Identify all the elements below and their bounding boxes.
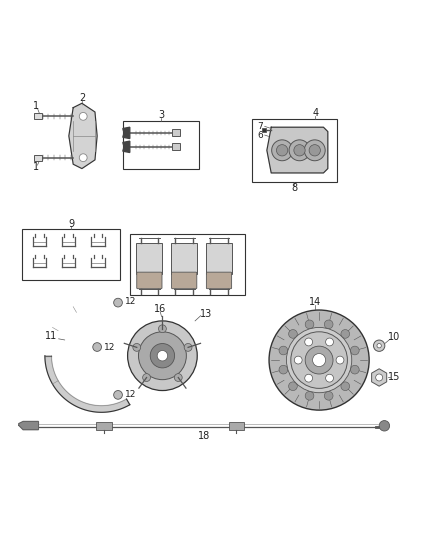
- Text: 18: 18: [198, 431, 210, 441]
- Circle shape: [289, 329, 297, 338]
- FancyBboxPatch shape: [172, 272, 197, 289]
- Polygon shape: [69, 103, 97, 168]
- Circle shape: [309, 144, 321, 156]
- Circle shape: [294, 144, 305, 156]
- Circle shape: [379, 421, 390, 431]
- Text: 1: 1: [33, 162, 39, 172]
- Bar: [206, 243, 232, 274]
- Circle shape: [272, 140, 293, 161]
- Circle shape: [279, 346, 288, 355]
- Circle shape: [376, 374, 383, 381]
- Circle shape: [305, 320, 314, 329]
- Text: 7: 7: [258, 122, 263, 131]
- FancyBboxPatch shape: [137, 272, 162, 289]
- FancyBboxPatch shape: [206, 272, 232, 289]
- Circle shape: [324, 391, 333, 400]
- Text: 4: 4: [312, 108, 318, 118]
- Circle shape: [350, 365, 359, 374]
- Circle shape: [79, 112, 87, 120]
- Bar: [130, 234, 245, 295]
- Circle shape: [93, 343, 102, 351]
- FancyBboxPatch shape: [172, 143, 180, 150]
- Text: 11: 11: [45, 331, 57, 341]
- Circle shape: [114, 391, 122, 399]
- Circle shape: [184, 343, 192, 351]
- Bar: [171, 243, 197, 274]
- Text: 12: 12: [124, 390, 136, 399]
- Circle shape: [294, 356, 302, 364]
- Circle shape: [286, 327, 352, 393]
- Circle shape: [133, 343, 141, 351]
- Text: 1: 1: [33, 101, 39, 111]
- FancyBboxPatch shape: [172, 130, 180, 136]
- FancyBboxPatch shape: [34, 114, 42, 119]
- Bar: [252, 118, 336, 182]
- Circle shape: [138, 332, 186, 379]
- Bar: [136, 243, 162, 274]
- Text: 8: 8: [291, 183, 297, 193]
- Bar: [123, 120, 199, 168]
- Text: 6: 6: [258, 131, 263, 140]
- Circle shape: [291, 332, 347, 389]
- Bar: [261, 128, 266, 133]
- Circle shape: [305, 338, 313, 346]
- FancyBboxPatch shape: [229, 422, 244, 430]
- Circle shape: [79, 154, 87, 161]
- FancyBboxPatch shape: [34, 155, 42, 161]
- Circle shape: [304, 140, 325, 161]
- Circle shape: [276, 144, 288, 156]
- Circle shape: [127, 321, 197, 391]
- Text: 16: 16: [154, 304, 166, 314]
- Text: 9: 9: [68, 219, 74, 229]
- Circle shape: [289, 382, 297, 391]
- Circle shape: [279, 365, 288, 374]
- Polygon shape: [45, 356, 130, 413]
- Polygon shape: [371, 369, 387, 386]
- Circle shape: [377, 344, 381, 348]
- Text: 10: 10: [388, 332, 400, 342]
- Circle shape: [269, 310, 369, 410]
- Circle shape: [341, 382, 350, 391]
- Circle shape: [143, 374, 151, 382]
- Circle shape: [313, 353, 325, 367]
- Circle shape: [336, 356, 344, 364]
- Polygon shape: [267, 127, 328, 173]
- Polygon shape: [123, 141, 130, 152]
- Circle shape: [341, 329, 350, 338]
- Circle shape: [305, 374, 313, 382]
- Circle shape: [305, 391, 314, 400]
- Polygon shape: [123, 127, 130, 139]
- Text: 12: 12: [104, 343, 115, 352]
- Circle shape: [324, 320, 333, 329]
- Circle shape: [159, 325, 166, 333]
- Text: 2: 2: [79, 93, 85, 103]
- Bar: [22, 229, 120, 280]
- Circle shape: [289, 140, 310, 161]
- Polygon shape: [19, 422, 39, 430]
- Text: 3: 3: [158, 110, 164, 120]
- Circle shape: [114, 298, 122, 307]
- Circle shape: [150, 344, 175, 368]
- Text: 12: 12: [124, 297, 136, 306]
- Circle shape: [157, 351, 168, 361]
- Circle shape: [374, 340, 385, 351]
- Circle shape: [325, 338, 333, 346]
- Circle shape: [325, 374, 333, 382]
- Circle shape: [174, 374, 182, 382]
- Circle shape: [305, 346, 333, 374]
- FancyBboxPatch shape: [96, 422, 112, 430]
- Text: 15: 15: [388, 373, 401, 383]
- Text: 14: 14: [309, 297, 321, 307]
- Circle shape: [350, 346, 359, 355]
- Text: 13: 13: [200, 309, 212, 319]
